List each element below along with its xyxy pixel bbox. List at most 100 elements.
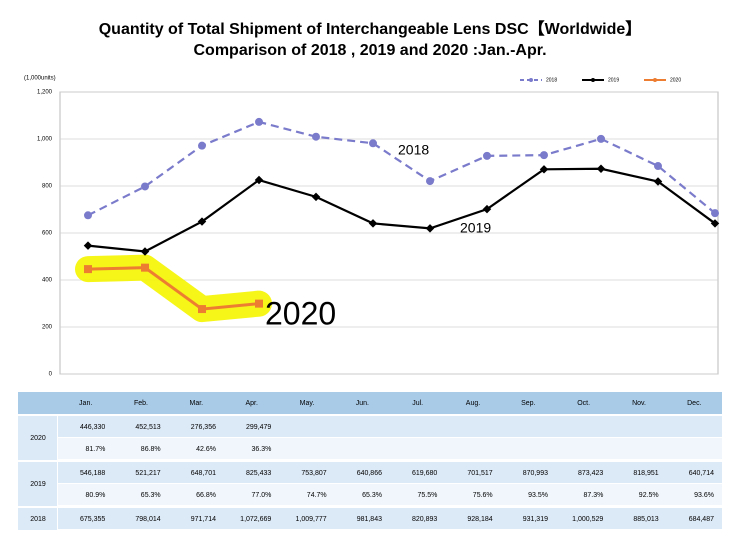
table-cell: 92.5% [639, 492, 659, 499]
table-cell: 80.9% [85, 492, 105, 499]
marker [711, 209, 719, 218]
table-cell: 619,680 [412, 470, 437, 477]
table-row-label: 2020 [30, 435, 46, 442]
marker [312, 132, 320, 141]
table-cell: 276,356 [191, 424, 216, 431]
table-cell: 981,843 [357, 516, 382, 523]
legend-label: 2020 [670, 77, 681, 83]
table-cell: 640,866 [357, 470, 382, 477]
table-header: May. [300, 400, 315, 407]
marker [369, 139, 377, 148]
table-cell: 753,807 [301, 470, 326, 477]
table-row-bg [58, 416, 722, 437]
table-row-label: 2019 [30, 481, 46, 488]
table-cell: 299,479 [246, 424, 271, 431]
marker [140, 247, 150, 256]
table-cell: 86.8% [141, 446, 161, 453]
table-cell: 928,184 [467, 516, 492, 523]
table-cell: 1,072,669 [240, 516, 271, 523]
table-cell: 684,487 [689, 516, 714, 523]
legend-label: 2019 [608, 77, 619, 83]
table-header: Aug. [466, 400, 480, 407]
table-rowhead-bg [18, 462, 57, 506]
marker [141, 182, 149, 191]
table-cell: 675,355 [80, 516, 105, 523]
table-header: Mar. [190, 400, 204, 407]
table-row-bg [58, 484, 722, 505]
table-row-bg [58, 462, 722, 483]
annotation: 2018 [398, 142, 429, 158]
table-cell: 825,433 [246, 470, 271, 477]
table-header: Dec. [687, 400, 701, 407]
y-tick-label: 600 [42, 231, 53, 237]
table-cell: 931,319 [523, 516, 548, 523]
table-header: Sep. [521, 400, 535, 407]
marker [255, 299, 263, 308]
table-cell: 971,714 [191, 516, 216, 523]
table-cell: 818,951 [633, 470, 658, 477]
table-cell: 446,330 [80, 424, 105, 431]
table-cell: 74.7% [307, 492, 327, 499]
table-cell: 77.0% [251, 492, 271, 499]
table-cell: 66.8% [196, 492, 216, 499]
table-rowhead-bg [18, 416, 57, 460]
annotation: 2020 [265, 295, 336, 331]
y-tick-label: 800 [42, 184, 53, 190]
table-header: Feb. [134, 400, 148, 407]
marker [597, 134, 605, 143]
table-cell: 885,013 [633, 516, 658, 523]
table-cell: 640,714 [689, 470, 714, 477]
series-line [87, 167, 716, 253]
table-cell: 81.7% [85, 446, 105, 453]
table-cell: 701,517 [467, 470, 492, 477]
marker [596, 164, 606, 173]
table-header-bg [18, 392, 722, 414]
table-row-bg [58, 508, 722, 529]
marker [426, 177, 434, 186]
legend-marker [529, 78, 533, 82]
y-tick-label: 400 [42, 278, 53, 284]
table-cell: 648,701 [191, 470, 216, 477]
table-row-bg [58, 438, 722, 459]
marker [198, 305, 206, 314]
y-tick-label: 0 [49, 372, 53, 378]
table-cell: 820,893 [412, 516, 437, 523]
marker [654, 162, 662, 171]
marker [482, 204, 492, 214]
y-tick-label: 1,000 [37, 137, 53, 143]
y-unit-label: (1,000units) [24, 76, 56, 82]
table-cell: 521,217 [135, 470, 160, 477]
table-header: Apr. [245, 400, 258, 407]
table-cell: 75.6% [473, 492, 493, 499]
y-tick-label: 1,200 [37, 90, 53, 96]
table-cell: 65.3% [362, 492, 382, 499]
marker [540, 151, 548, 160]
table-cell: 42.6% [196, 446, 216, 453]
table-cell: 75.5% [417, 492, 437, 499]
marker [311, 192, 321, 202]
marker [84, 211, 92, 220]
table-cell: 87.3% [583, 492, 603, 499]
marker [198, 141, 206, 150]
marker [84, 265, 92, 274]
series-line [87, 120, 716, 217]
table-cell: 1,009,777 [296, 516, 327, 523]
marker [483, 151, 491, 160]
table-cell: 870,993 [523, 470, 548, 477]
table-cell: 452,513 [135, 424, 160, 431]
chart-title: Quantity of Total Shipment of Interchang… [99, 20, 642, 38]
table-cell: 93.6% [694, 492, 714, 499]
marker [255, 117, 263, 126]
series-line [87, 266, 260, 311]
table-header: Jun. [356, 400, 369, 407]
marker [83, 241, 93, 250]
table-cell: 65.3% [141, 492, 161, 499]
table-cell: 873,423 [578, 470, 603, 477]
y-tick-label: 200 [42, 325, 53, 331]
marker [254, 175, 264, 185]
table-cell: 1,000,529 [572, 516, 603, 523]
table-cell: 798,014 [135, 516, 160, 523]
table-header: Jan. [79, 400, 92, 407]
marker [141, 263, 149, 272]
